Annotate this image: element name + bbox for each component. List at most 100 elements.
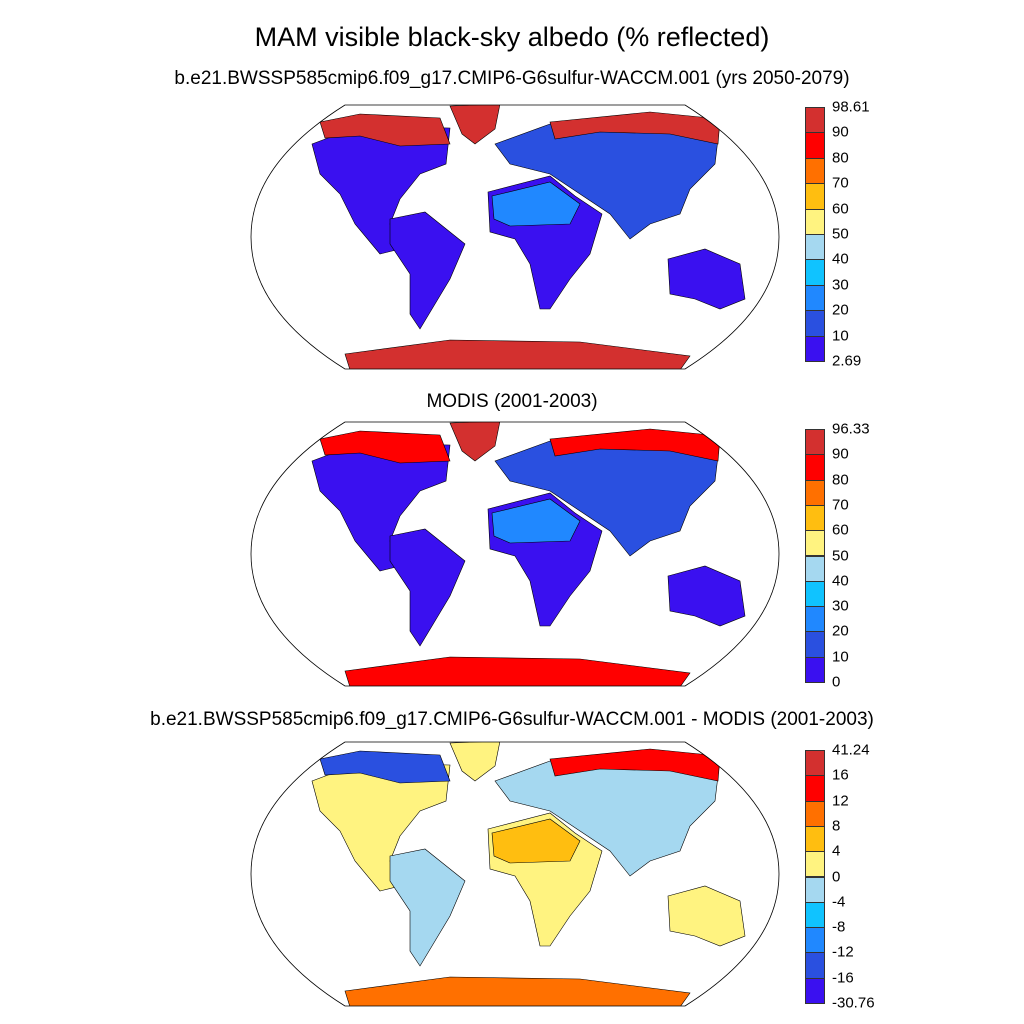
- colorbar-segment: [805, 631, 825, 658]
- colorbar-label: 40: [832, 250, 849, 268]
- colorbar-segment: [805, 775, 825, 802]
- colorbar-segment: [805, 183, 825, 210]
- colorbar-label: 60: [832, 200, 849, 218]
- colorbar-label: 98.61: [832, 98, 870, 116]
- panel-1-subtitle: b.e21.BWSSP585cmip6.f09_g17.CMIP6-G6sulf…: [174, 68, 850, 89]
- region-arctic-na: [319, 430, 451, 464]
- colorbar-label: 12: [832, 792, 849, 810]
- map-outline: [250, 421, 780, 687]
- colorbar-label: 4: [832, 842, 841, 860]
- region-australia: [667, 248, 746, 310]
- colorbar-segment: [805, 107, 825, 134]
- region-greenland: [449, 742, 501, 782]
- region-south-america: [389, 528, 466, 647]
- map-panel-1: [250, 104, 780, 370]
- colorbar-label: 30: [832, 276, 849, 294]
- colorbar-label: 30: [832, 597, 849, 615]
- colorbar-label: 41.24: [832, 741, 870, 759]
- colorbar-label: 50: [832, 547, 849, 564]
- colorbar-segment: [805, 927, 825, 954]
- colorbar-segment: [805, 825, 825, 853]
- colorbar-label: 8: [832, 817, 841, 835]
- region-australia: [667, 565, 746, 627]
- colorbar-label: 0: [832, 673, 841, 691]
- region-sahara: [491, 818, 581, 864]
- region-siberia-n: [549, 428, 721, 462]
- map-svg: [250, 421, 780, 687]
- colorbar-label: 20: [832, 622, 849, 640]
- colorbar-segment: [805, 851, 825, 878]
- region-sahara: [491, 181, 581, 227]
- colorbar-label: -16: [832, 969, 854, 987]
- colorbar-label: 70: [832, 496, 849, 514]
- colorbar-segment: [805, 234, 825, 261]
- colorbar-segment: [805, 580, 825, 608]
- region-antarctica: [344, 339, 691, 369]
- colorbar-label: 10: [832, 327, 849, 345]
- map-outline: [250, 104, 780, 370]
- colorbar-segment: [805, 208, 825, 235]
- colorbar-label: 90: [832, 445, 849, 463]
- colorbar-segment: [805, 479, 825, 506]
- colorbar-segment: [805, 656, 825, 683]
- region-australia: [667, 885, 746, 947]
- colorbar-segment: [805, 952, 825, 979]
- colorbar-label: 90: [832, 123, 849, 141]
- map-outline: [250, 741, 780, 1007]
- colorbar-label: -4: [832, 893, 846, 911]
- colorbar-label: 20: [832, 301, 849, 319]
- colorbar-segment: [805, 530, 825, 557]
- colorbar-segment: [805, 800, 825, 827]
- colorbar-segment: [805, 284, 825, 312]
- map-svg: [250, 741, 780, 1007]
- panel-2-subtitle: MODIS (2001-2003): [426, 391, 598, 412]
- colorbar-label: 2.69: [832, 352, 862, 370]
- colorbar-label: -30.76: [832, 994, 875, 1012]
- colorbar-segment: [805, 132, 825, 159]
- colorbar-label: 10: [832, 648, 849, 666]
- region-antarctica: [344, 656, 691, 686]
- region-greenland: [449, 105, 501, 145]
- colorbar-label: 50: [832, 225, 849, 243]
- colorbar-label: 96.33: [832, 420, 870, 438]
- colorbar-segment: [805, 750, 825, 777]
- colorbar-segment: [805, 977, 825, 1004]
- region-siberia-n: [549, 748, 721, 782]
- map-panel-2: [250, 421, 780, 687]
- colorbar-segment: [805, 429, 825, 456]
- colorbar-segment: [805, 310, 825, 337]
- region-greenland: [449, 422, 501, 462]
- colorbar-segment: [805, 454, 825, 481]
- region-south-america: [389, 211, 466, 330]
- colorbar-label: 60: [832, 521, 849, 539]
- region-south-america: [389, 848, 466, 967]
- region-arctic-na: [319, 113, 451, 147]
- region-antarctica: [344, 976, 691, 1006]
- colorbar-label: 70: [832, 174, 849, 192]
- colorbar-2: [805, 429, 825, 683]
- region-arctic-na: [319, 750, 451, 784]
- colorbar-label: 0: [832, 868, 841, 885]
- map-svg: [250, 104, 780, 370]
- map-panel-3: [250, 741, 780, 1007]
- colorbar-label: 16: [832, 766, 849, 784]
- colorbar-segment: [805, 259, 825, 286]
- colorbar-1: [805, 107, 825, 362]
- panel-3-subtitle: b.e21.BWSSP585cmip6.f09_g17.CMIP6-G6sulf…: [150, 709, 874, 730]
- colorbar-label: -8: [832, 918, 846, 936]
- colorbar-segment: [805, 876, 825, 903]
- figure-title: MAM visible black-sky albedo (% reflecte…: [254, 22, 770, 52]
- region-siberia-n: [549, 111, 721, 145]
- colorbar-label: 80: [832, 149, 849, 167]
- colorbar-segment: [805, 157, 825, 185]
- colorbar-label: 40: [832, 572, 849, 590]
- colorbar-segment: [805, 606, 825, 633]
- colorbar-segment: [805, 504, 825, 532]
- colorbar-segment: [805, 901, 825, 929]
- colorbar-label: 80: [832, 471, 849, 489]
- colorbar-segment: [805, 335, 825, 362]
- colorbar-segment: [805, 555, 825, 582]
- colorbar-label: -12: [832, 943, 854, 961]
- colorbar-3: [805, 750, 825, 1004]
- region-sahara: [491, 498, 581, 544]
